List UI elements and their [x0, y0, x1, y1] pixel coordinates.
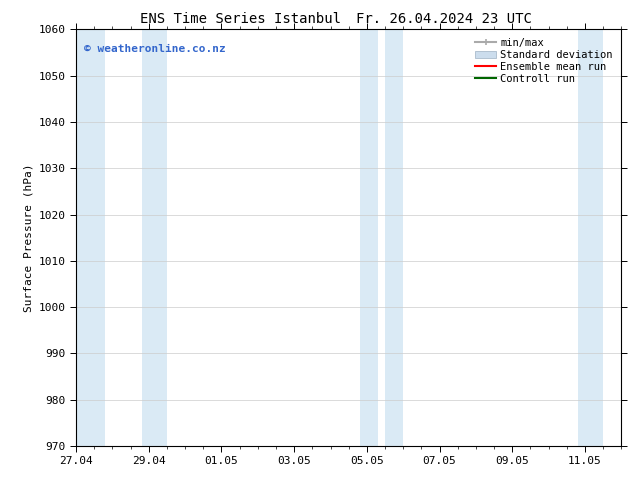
Bar: [359, 29, 378, 446]
Text: © weatheronline.co.nz: © weatheronline.co.nz: [84, 44, 226, 54]
Bar: [385, 29, 403, 446]
Legend: min/max, Standard deviation, Ensemble mean run, Controll run: min/max, Standard deviation, Ensemble me…: [472, 35, 616, 87]
Bar: [141, 29, 167, 446]
Y-axis label: Surface Pressure (hPa): Surface Pressure (hPa): [23, 163, 33, 312]
Bar: [76, 29, 105, 446]
Text: ENS Time Series Istanbul: ENS Time Series Istanbul: [140, 12, 342, 26]
Text: Fr. 26.04.2024 23 UTC: Fr. 26.04.2024 23 UTC: [356, 12, 532, 26]
Bar: [578, 29, 603, 446]
